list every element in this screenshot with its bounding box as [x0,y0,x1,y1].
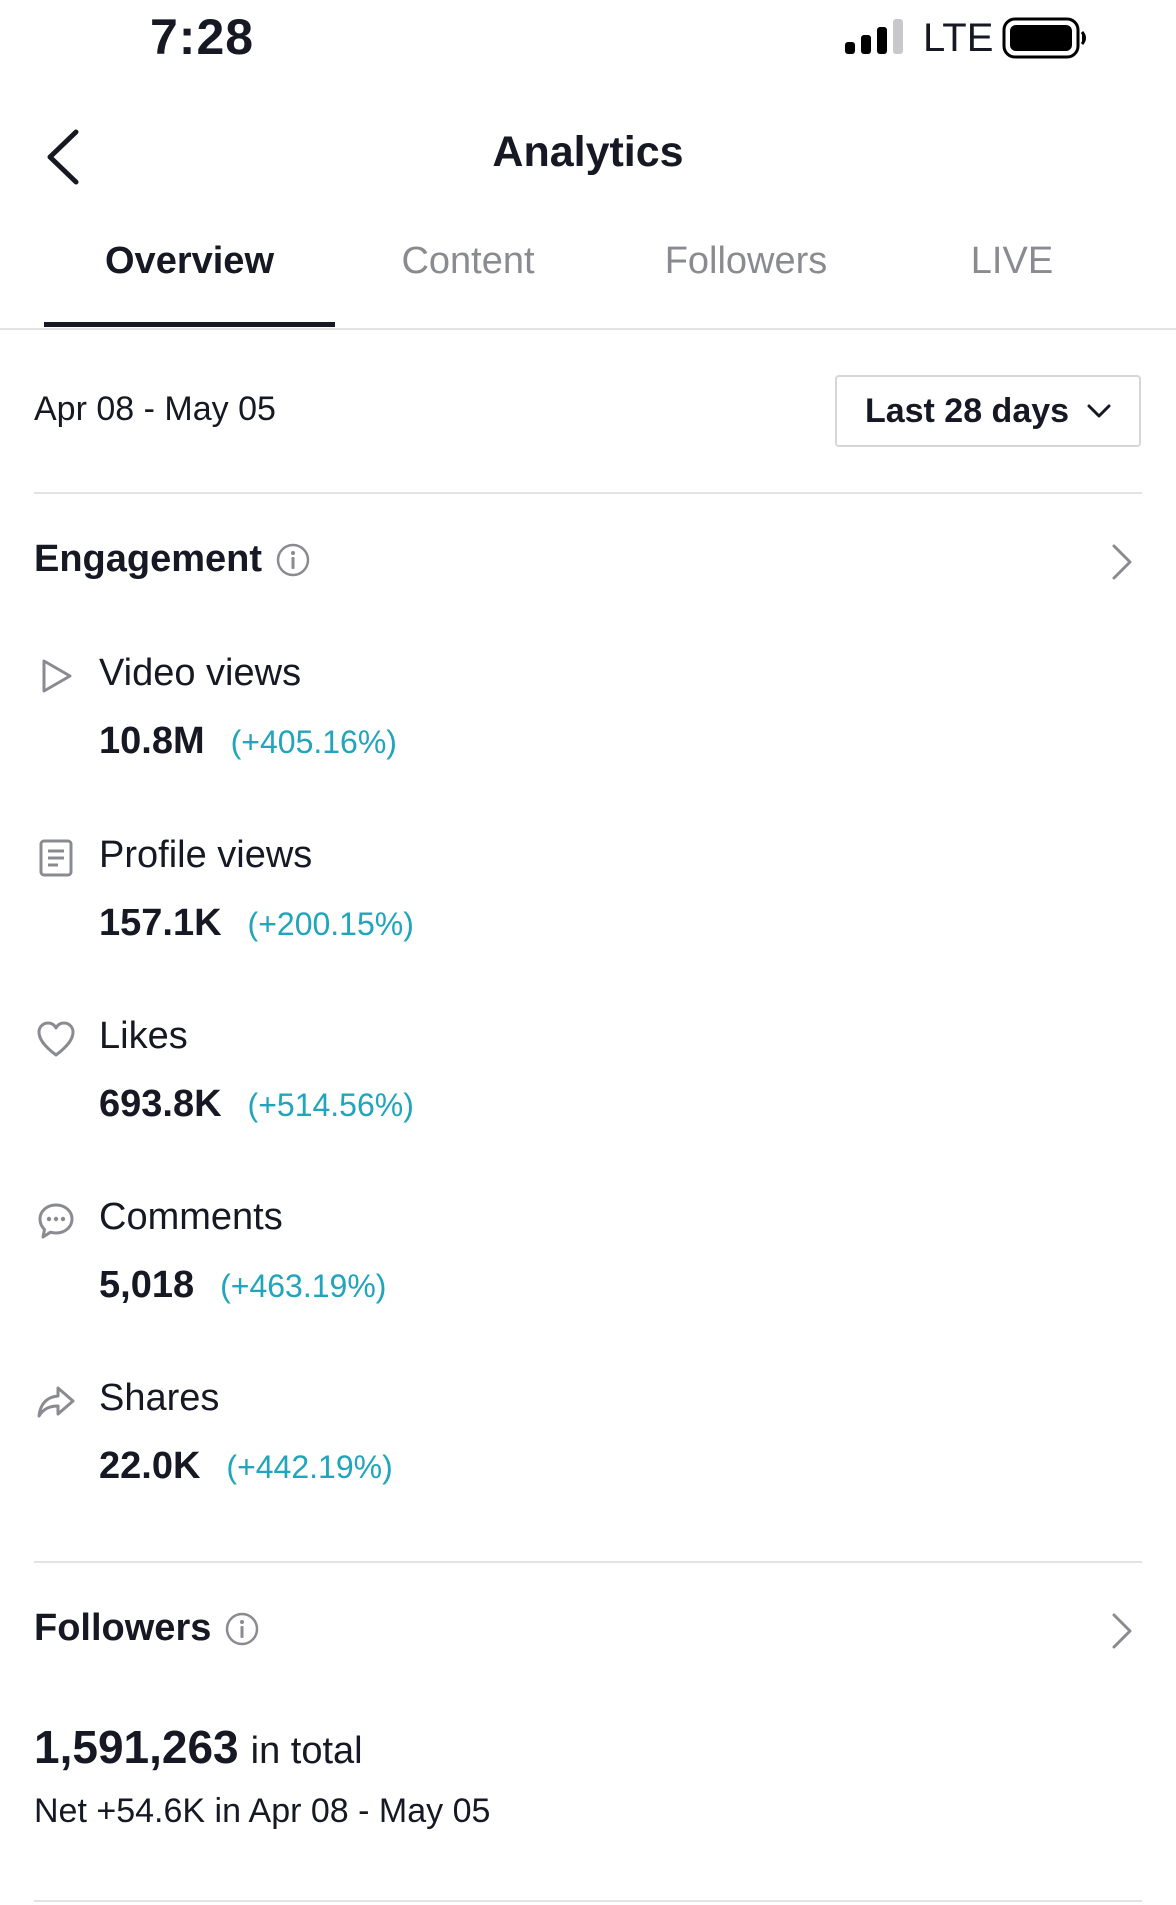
info-icon[interactable] [225,1612,259,1646]
metric-value-profile-views: 157.1K (+200.15%) [99,902,414,945]
tab-bar: Overview Content Followers LIVE [0,240,1176,330]
metric-number: 22.0K [99,1445,201,1487]
comment-icon [38,1203,74,1239]
tab-divider [0,328,1176,330]
followers-chevron-right-icon[interactable] [1108,1611,1136,1651]
period-dropdown-label: Last 28 days [864,391,1070,430]
page-title: Analytics [492,128,684,176]
metric-label-comments: Comments [99,1196,283,1238]
tab-overview[interactable]: Overview [105,240,274,282]
metric-number: 693.8K [99,1083,222,1125]
metric-change: (+463.19%) [220,1268,387,1304]
status-time: 7:28 [150,9,255,65]
followers-total-suffix: in total [250,1730,363,1772]
signal-strength-icon [845,19,903,54]
metric-change: (+514.56%) [247,1087,414,1123]
engagement-title: Engagement [34,538,310,581]
info-icon[interactable] [276,543,310,577]
metric-number: 157.1K [99,902,222,944]
metric-change: (+405.16%) [230,724,397,760]
chevron-down-icon [1087,404,1111,418]
tab-followers[interactable]: Followers [664,240,828,282]
metric-value-shares: 22.0K (+442.19%) [99,1445,393,1488]
play-icon [42,659,72,693]
back-chevron-icon[interactable] [42,128,86,186]
section-divider [34,1900,1142,1902]
followers-net-change: Net +54.6K in Apr 08 - May 05 [34,1792,491,1830]
metric-value-video-views: 10.8M (+405.16%) [99,720,397,763]
tab-live[interactable]: LIVE [970,240,1054,282]
metric-label-profile-views: Profile views [99,834,313,876]
metric-change: (+200.15%) [247,906,414,942]
date-range: Apr 08 - May 05 [34,390,276,428]
section-divider [34,492,1142,494]
metric-value-comments: 5,018 (+463.19%) [99,1264,386,1307]
network-type: LTE [923,16,994,60]
metric-label-shares: Shares [99,1377,220,1419]
active-tab-indicator [44,322,335,327]
followers-total: 1,591,263 in total [34,1720,363,1774]
followers-title: Followers [34,1607,259,1650]
followers-total-number: 1,591,263 [34,1721,239,1773]
battery-icon [1002,17,1086,59]
tab-content[interactable]: Content [401,240,535,282]
profile-doc-icon [39,839,73,877]
period-dropdown[interactable]: Last 28 days [835,375,1141,447]
metric-value-likes: 693.8K (+514.56%) [99,1083,414,1126]
section-divider [34,1561,1142,1563]
engagement-chevron-right-icon[interactable] [1108,542,1136,582]
metric-number: 10.8M [99,720,205,762]
metric-label-likes: Likes [99,1015,188,1057]
followers-title-text: Followers [34,1607,212,1649]
share-icon [37,1386,75,1418]
heart-icon [37,1021,75,1057]
metric-change: (+442.19%) [226,1449,393,1485]
metric-label-video-views: Video views [99,652,302,694]
metric-number: 5,018 [99,1264,195,1306]
engagement-title-text: Engagement [34,538,263,580]
